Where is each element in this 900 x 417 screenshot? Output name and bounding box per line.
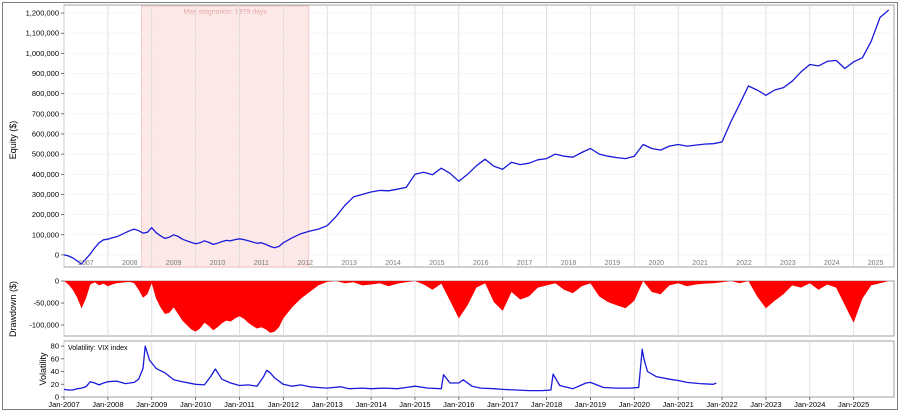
year-label: 2021 [692, 260, 708, 267]
y-tick-label: 80 [51, 342, 59, 351]
x-tick-label: Jan-2022 [706, 400, 737, 409]
year-label: 2017 [517, 260, 533, 267]
year-label: 2015 [429, 260, 445, 267]
x-tick-label: Jan-2013 [312, 400, 343, 409]
x-tick-label: Jan-2007 [48, 400, 79, 409]
x-tick-label: Jan-2015 [399, 400, 430, 409]
volatility-axis-title: Volatility [38, 352, 48, 386]
y-tick-label: 20 [51, 380, 59, 389]
grid-lines [63, 5, 894, 397]
y-tick-label: 300,000 [32, 190, 59, 199]
y-tick-label: 0 [55, 393, 59, 402]
stagnation-region [141, 5, 310, 268]
year-label: 2025 [868, 260, 884, 267]
year-label: 2013 [341, 260, 357, 267]
x-tick-label: Jan-2016 [443, 400, 474, 409]
y-tick-label: 400,000 [32, 170, 59, 179]
y-tick-label: 700,000 [32, 109, 59, 118]
x-tick-label: Jan-2023 [750, 400, 781, 409]
x-tick-label: Jan-2020 [619, 400, 650, 409]
drawdown-area [64, 281, 889, 333]
x-tick-label: Jan-2009 [136, 400, 167, 409]
year-label: 2009 [166, 260, 182, 267]
x-tick-label: Jan-2012 [268, 400, 299, 409]
y-tick-label: -100,000 [29, 321, 59, 330]
x-tick-label: Jan-2008 [92, 400, 123, 409]
x-tick-label: Jan-2024 [794, 400, 825, 409]
year-label: 2012 [297, 260, 313, 267]
stagnation-rect [141, 5, 310, 268]
axis-ticks: 2007 2008 2009 2010 2011 2012 2013 2014 2015 2016… [26, 9, 884, 409]
y-tick-label: -50,000 [34, 299, 59, 308]
y-tick-label: 100,000 [32, 230, 59, 239]
x-tick-label: Jan-2018 [531, 400, 562, 409]
series-lines [63, 9, 890, 392]
year-label: 2014 [385, 260, 401, 267]
vix-line [63, 345, 717, 392]
year-label: 2024 [824, 260, 840, 267]
volatility-panel [63, 340, 895, 398]
x-tick-label: Jan-2014 [355, 400, 386, 409]
year-label: 2008 [122, 260, 138, 267]
year-label: 2019 [605, 260, 621, 267]
y-tick-label: 1,100,000 [26, 29, 59, 38]
year-label: 2010 [210, 260, 226, 267]
y-tick-label: 900,000 [32, 69, 59, 78]
x-tick-label: Jan-2025 [838, 400, 869, 409]
y-tick-label: 60 [51, 354, 59, 363]
x-tick-label: Jan-2017 [487, 400, 518, 409]
year-label: 2020 [648, 260, 664, 267]
x-tick-label: Jan-2021 [663, 400, 694, 409]
equity-line [63, 9, 890, 265]
drawdown-axis-title: Drawdown ($) [8, 281, 18, 337]
year-label: 2016 [473, 260, 489, 267]
y-tick-label: 1,200,000 [26, 9, 59, 18]
year-label: 2018 [561, 260, 577, 267]
x-tick-label: Jan-2011 [224, 400, 255, 409]
y-tick-label: 800,000 [32, 89, 59, 98]
year-label: 2011 [254, 260, 269, 267]
x-tick-label: Jan-2010 [180, 400, 211, 409]
year-label: 2023 [780, 260, 796, 267]
equity-axis-title: Equity ($) [8, 121, 18, 160]
y-tick-label: 40 [51, 367, 59, 376]
x-tick-label: Jan-2019 [575, 400, 606, 409]
drawdown-fill [64, 281, 889, 333]
volatility-legend: Volatility: VIX index [68, 345, 128, 352]
y-tick-label: 600,000 [32, 129, 59, 138]
year-label: 2007 [78, 260, 94, 267]
stagnation-label: Max stagnation: 1379 days [183, 9, 267, 16]
y-tick-label: 1,000,000 [26, 49, 59, 58]
y-tick-label: 0 [55, 277, 59, 286]
year-label: 2022 [736, 260, 752, 267]
y-tick-label: 0 [55, 250, 59, 259]
y-tick-label: 500,000 [32, 150, 59, 159]
y-tick-label: 200,000 [32, 210, 59, 219]
